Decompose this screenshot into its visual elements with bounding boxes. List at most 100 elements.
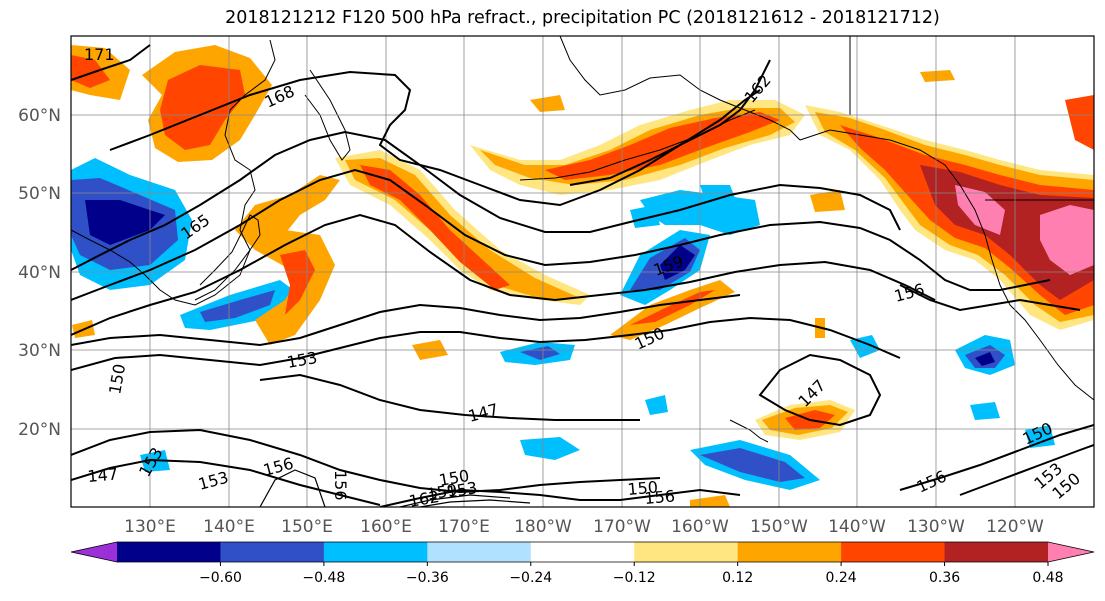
colorbar-tick-label: 0.12 — [722, 570, 753, 586]
shade-darkblue — [85, 200, 165, 245]
colorbar-segment — [220, 542, 325, 562]
colorbar-tick-label: 0.48 — [1032, 570, 1063, 586]
contour-162 — [569, 59, 771, 186]
contour-lowS1 — [71, 428, 661, 494]
colorbar-segment — [427, 542, 532, 562]
colorbar-extend-high — [1048, 542, 1094, 562]
colorbar-tick-label: −0.36 — [406, 570, 449, 586]
lon-label: 150°E — [281, 517, 333, 537]
contour-153 — [71, 294, 741, 347]
shade-red — [360, 165, 510, 290]
contour-rightlow — [758, 353, 882, 427]
contour-b1 — [399, 494, 511, 507]
lon-labels: 130°E 140°E 150°E 160°E 170°E 180°W 170°… — [124, 517, 1044, 537]
contour-b3 — [259, 469, 326, 507]
contour-159 — [71, 213, 936, 336]
contour-label: 156 — [644, 486, 676, 508]
contour-156 — [899, 284, 1081, 312]
coastline-hawaii — [729, 419, 769, 443]
coastline-asia — [71, 39, 276, 306]
contour-147 — [259, 373, 640, 421]
colorbar-segment — [737, 542, 842, 562]
shade-red — [160, 65, 245, 150]
shade-red — [1065, 95, 1094, 150]
shade-orange — [810, 190, 845, 212]
contour-168 — [109, 70, 761, 207]
shade-lightblue — [520, 437, 580, 460]
colorbar-segment — [530, 542, 635, 562]
lat-label-40: 40°N — [18, 263, 61, 283]
lon-label: 180°W — [514, 517, 572, 537]
colorbar-segment — [117, 542, 221, 562]
colorbar-segment — [634, 542, 739, 562]
contours — [71, 44, 1094, 507]
shaded-field — [71, 45, 1094, 507]
colorbar-tick-label: 0.36 — [929, 570, 960, 586]
contour-165 — [71, 130, 901, 271]
lon-label: 120°W — [986, 517, 1044, 537]
shade-lightblue — [645, 395, 668, 415]
coastline-nw-america — [799, 129, 1094, 401]
colorbar-tick-label: −0.48 — [302, 570, 345, 586]
shade-darkblue — [660, 245, 695, 280]
contour-171 — [71, 44, 151, 81]
lon-label: 160°E — [360, 517, 412, 537]
lat-label-30: 30°N — [18, 341, 61, 361]
colorbar-tick-label: 0.24 — [826, 570, 857, 586]
contour-162b — [71, 168, 1051, 301]
shade-lightblue — [1025, 425, 1055, 448]
colorbar: −0.60 −0.48 −0.36 −0.24 −0.12 0.12 0.24 0.36 0.4… — [70, 541, 1095, 586]
shade-lightblue — [970, 402, 1000, 420]
contour-label: 162 — [407, 487, 440, 511]
lon-label: 150°W — [750, 517, 808, 537]
lat-label-60: 60°N — [18, 106, 61, 126]
lat-label-50: 50°N — [18, 184, 61, 204]
shade-orange — [920, 70, 955, 82]
shade-lightblue — [630, 205, 660, 228]
contour-b2 — [419, 499, 531, 507]
lat-labels: 60°N 50°N 40°N 30°N 20°N — [18, 106, 61, 440]
shade-medblue — [520, 346, 560, 360]
colorbar-segment — [944, 542, 1049, 562]
colorbar-segment — [841, 542, 946, 562]
shade-medblue — [200, 290, 275, 322]
shade-red — [71, 55, 110, 88]
contour-bottom1 — [379, 488, 741, 507]
lon-label: 130°W — [907, 517, 965, 537]
lat-label-20: 20°N — [18, 420, 61, 440]
colorbar-tick-label: −0.60 — [199, 570, 242, 586]
lon-label: 170°E — [438, 517, 490, 537]
colorbar-tick-label: −0.24 — [509, 570, 552, 586]
contour-label: 150 — [627, 477, 659, 499]
gridlines — [71, 36, 1094, 507]
coastline-kamchatka — [304, 69, 351, 161]
shade-pink — [1040, 205, 1094, 275]
lon-label: 140°W — [828, 517, 886, 537]
contour-right1 — [899, 424, 1094, 491]
lon-label: 130°E — [124, 517, 176, 537]
colorbar-outline — [70, 541, 1095, 563]
contour-lowS2 — [71, 458, 381, 506]
shade-red — [280, 250, 315, 315]
contour-150 — [71, 316, 901, 371]
contour-right2 — [959, 444, 1094, 496]
shade-orange — [235, 175, 340, 250]
shade-darkblue — [975, 352, 995, 366]
shade-red — [545, 112, 780, 180]
coastline-alaska — [559, 36, 801, 141]
contour-label: 171 — [84, 45, 115, 64]
contours-thin — [259, 469, 531, 507]
shade-red — [630, 290, 715, 325]
colorbar-extend-low — [71, 542, 117, 562]
lon-label: 160°W — [671, 517, 729, 537]
map-title: 2018121212 F120 500 hPa refract., precip… — [225, 8, 940, 28]
lon-label: 170°W — [593, 517, 651, 537]
colorbar-segment — [323, 542, 428, 562]
contour-label: 147 — [87, 464, 119, 486]
map-border — [70, 35, 1095, 508]
lon-label: 140°E — [203, 517, 255, 537]
contour-label: 156 — [331, 470, 350, 501]
coastlines — [71, 36, 1094, 443]
colorbar-tick-label: −0.12 — [613, 570, 656, 586]
